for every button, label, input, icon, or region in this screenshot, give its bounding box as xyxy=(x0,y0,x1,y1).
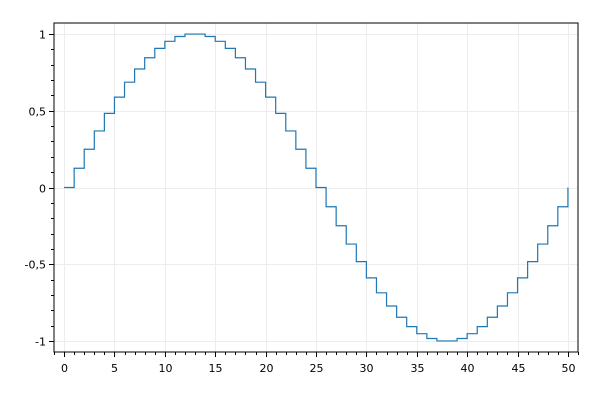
x-tick-label: 20 xyxy=(260,362,274,375)
y-tick-label: 0 xyxy=(39,183,46,196)
x-tick-label: 35 xyxy=(411,362,425,375)
y-tick-label: -1 xyxy=(35,336,46,349)
x-tick-label: 30 xyxy=(360,362,374,375)
x-tick-label: 25 xyxy=(310,362,324,375)
y-tick-label: -0,5 xyxy=(25,259,46,272)
y-tick-label: 1 xyxy=(39,29,46,42)
x-axis: 0 5 10 15 20 25 30 35 40 45 50 xyxy=(54,352,579,375)
series-line-sine-step xyxy=(64,33,569,342)
y-tick-label: 0,5 xyxy=(29,106,47,119)
x-tick-label: 45 xyxy=(512,362,526,375)
series-layer xyxy=(64,33,569,342)
x-tick-label: 10 xyxy=(159,362,173,375)
x-tick-label: 0 xyxy=(61,362,68,375)
x-tick-label: 50 xyxy=(562,362,576,375)
x-tick-label: 5 xyxy=(111,362,118,375)
x-tick-label: 15 xyxy=(209,362,223,375)
y-axis: -1 -0,5 0 0,5 1 xyxy=(25,29,54,349)
x-tick-label: 40 xyxy=(461,362,475,375)
